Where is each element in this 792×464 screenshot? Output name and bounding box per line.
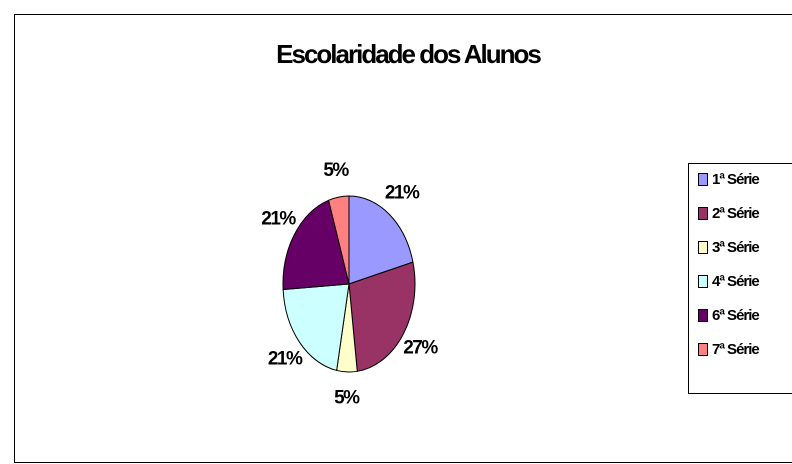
pie-slice (282, 199, 350, 291)
legend-label: 1ª Série (712, 171, 759, 188)
legend-swatch (698, 241, 708, 254)
legend-label: 3ª Série (712, 239, 759, 256)
data-label: 21% (261, 209, 296, 230)
pie-slice (282, 283, 350, 372)
legend-label: 6ª Série (712, 307, 759, 324)
legend-swatch (698, 309, 708, 322)
pie-slice (348, 261, 416, 372)
data-label: 5% (334, 387, 360, 408)
legend-swatch (698, 207, 708, 220)
legend-label: 2ª Série (712, 205, 759, 222)
legend-label: 4ª Série (712, 273, 759, 290)
data-label: 21% (268, 349, 303, 370)
data-label: 5% (323, 160, 349, 181)
legend-swatch (698, 343, 708, 356)
legend-label: 7ª Série (712, 341, 759, 358)
pie-slice (348, 195, 414, 285)
chart-title: Escolaridade dos Alunos (276, 39, 541, 69)
pie-slice (328, 195, 350, 285)
data-label: 21% (385, 183, 420, 204)
data-label: 27% (403, 337, 438, 358)
legend-swatch (698, 275, 708, 288)
legend-swatch (698, 173, 708, 186)
